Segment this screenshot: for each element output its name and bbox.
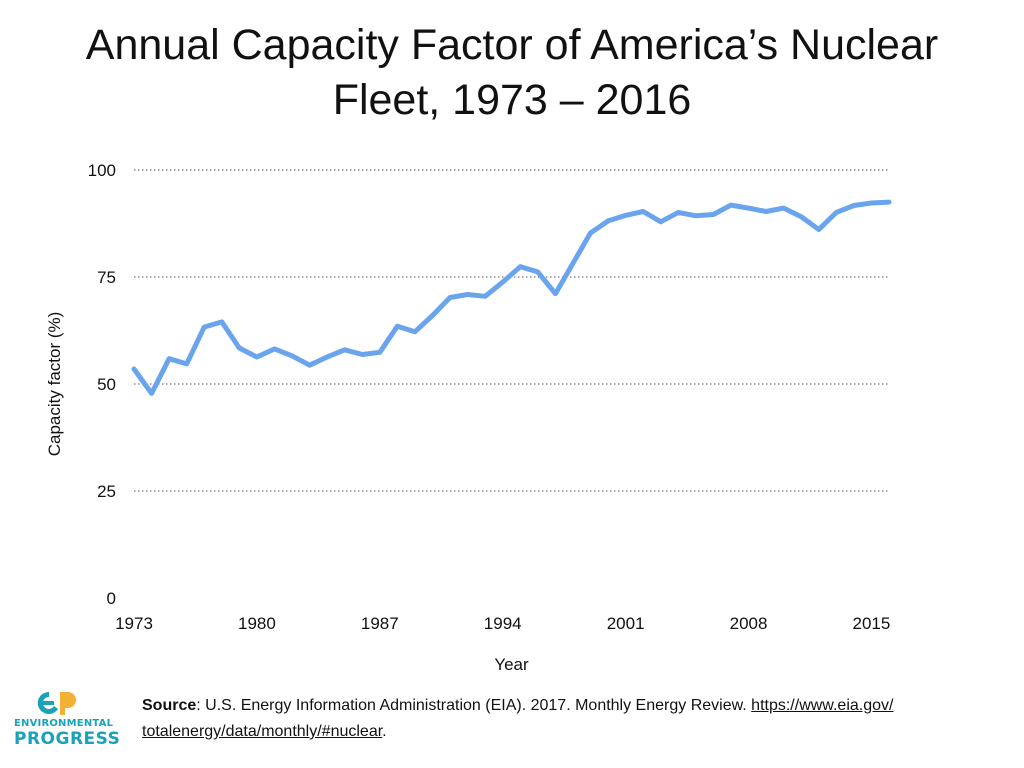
logo-text-line2: PROGRESS — [14, 729, 121, 749]
y-tick-label-100: 100 — [88, 161, 116, 180]
environmental-progress-logo: ENVIRONMENTAL PROGRESS — [14, 690, 121, 752]
logo-text-line1: ENVIRONMENTAL — [14, 718, 114, 729]
y-axis-label: Capacity factor (%) — [45, 312, 64, 457]
x-tick-label-1987: 1987 — [361, 614, 399, 633]
y-tick-label-25: 25 — [97, 482, 116, 501]
x-tick-label-2015: 2015 — [853, 614, 891, 633]
source-end: . — [382, 723, 387, 740]
x-tick-label-1973: 1973 — [115, 614, 153, 633]
source-footer: Source: U.S. Energy Information Administ… — [142, 693, 1002, 745]
chart-title-line2: Fleet, 1973 – 2016 — [332, 76, 692, 124]
x-tick-label-1980: 1980 — [238, 614, 276, 633]
y-tick-label-0: 0 — [107, 589, 116, 608]
chart-title: Annual Capacity Factor of America’s Nucl… — [0, 18, 1024, 128]
x-axis-label: Year — [494, 655, 529, 674]
x-tick-label-2001: 2001 — [607, 614, 645, 633]
source-link-part1[interactable]: https://www.eia.gov/ — [751, 697, 894, 714]
x-tick-label-1994: 1994 — [484, 614, 522, 633]
x-tick-label-2008: 2008 — [730, 614, 768, 633]
source-label: Source — [142, 697, 197, 714]
ep-logo-icon — [37, 691, 76, 715]
y-tick-label-75: 75 — [97, 268, 116, 287]
source-text: : U.S. Energy Information Administration… — [196, 697, 752, 714]
chart-title-line1: Annual Capacity Factor of America’s Nucl… — [85, 21, 939, 69]
series-line-0 — [131, 199, 892, 396]
y-tick-label-50: 50 — [97, 375, 116, 394]
source-link-part2[interactable]: totalenergy/data/monthly/#nuclear — [142, 723, 383, 740]
